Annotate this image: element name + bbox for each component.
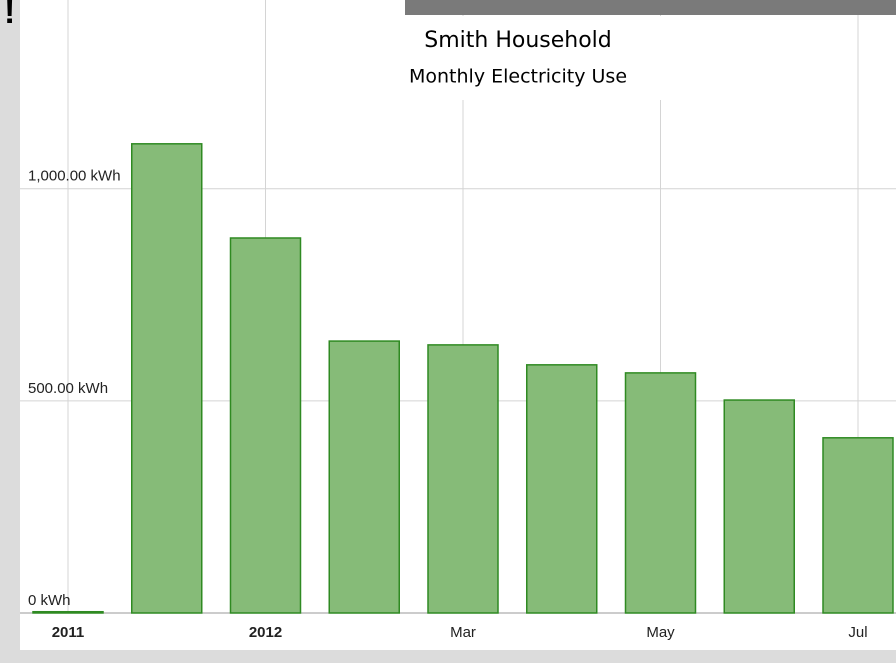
annotation: ! [4, 0, 15, 31]
bar [229, 237, 302, 614]
bar [624, 372, 697, 614]
bar [526, 364, 598, 614]
x-tick-label: 2011 [52, 624, 85, 641]
bar [328, 340, 400, 614]
chart-subtitle: Monthly Electricity Use [409, 66, 627, 88]
x-tick-label: Jul [848, 624, 867, 641]
x-tick-label: Mar [450, 624, 476, 641]
x-tick-label: 2012 [249, 624, 282, 641]
x-tick-label: May [646, 624, 675, 641]
bar-layer [32, 143, 894, 614]
bar [32, 610, 104, 614]
bar [131, 143, 203, 614]
photo-strip [405, 0, 896, 15]
y-tick-label: 500.00 kWh [28, 380, 108, 397]
bar [723, 399, 795, 614]
chart-title: Smith Household [424, 28, 612, 53]
bar [427, 344, 499, 614]
y-tick-label: 1,000.00 kWh [28, 168, 121, 185]
title-background [370, 16, 670, 100]
y-tick-label: 0 kWh [28, 592, 71, 609]
bar [822, 437, 894, 614]
